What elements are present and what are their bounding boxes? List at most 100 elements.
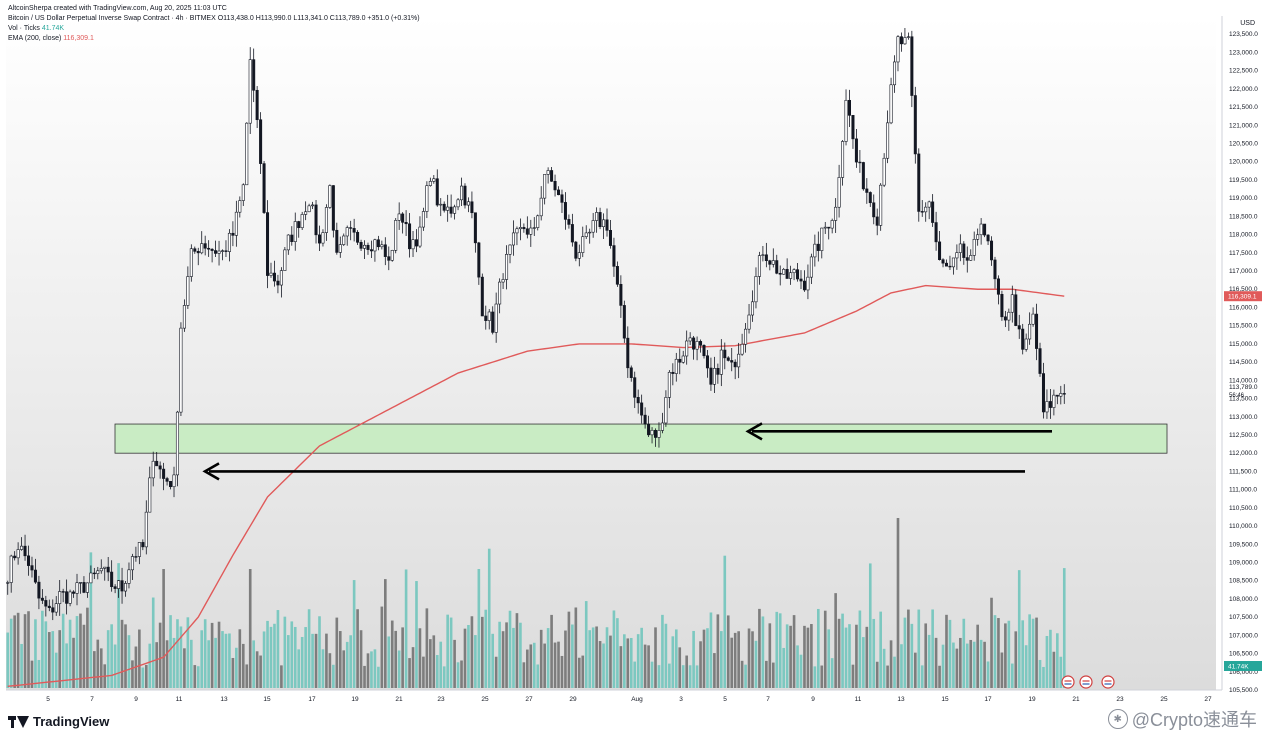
volume-bar xyxy=(965,643,969,688)
tradingview-logo[interactable]: TradingView xyxy=(8,714,109,729)
volume-bar xyxy=(210,622,214,688)
price-tag-bg xyxy=(1224,291,1262,302)
candle-body xyxy=(196,251,200,254)
price-tick-label: 113,500.0 xyxy=(1229,396,1258,403)
candle-body xyxy=(782,269,786,275)
support-zone-layer xyxy=(114,423,1168,454)
volume-bar xyxy=(1028,614,1031,688)
price-tick-label: 110,000.0 xyxy=(1229,523,1258,530)
candle-body xyxy=(248,59,252,124)
volume-bar xyxy=(44,621,48,688)
volume-bar xyxy=(432,635,436,688)
candle-body xyxy=(466,201,470,206)
candle-body xyxy=(1010,294,1014,313)
candle-body xyxy=(1048,401,1052,408)
candle-body xyxy=(189,248,193,277)
candle-body xyxy=(688,337,692,342)
ema-label: EMA (200, close) xyxy=(8,35,62,42)
candle-body xyxy=(518,227,522,230)
price-tick-label: 107,500.0 xyxy=(1229,614,1258,621)
volume-bar xyxy=(723,555,727,688)
candle-body xyxy=(297,221,301,229)
candle-body xyxy=(768,260,772,265)
volume-bar xyxy=(311,633,314,688)
ema-legend[interactable]: EMA (200, close) 116,309.1 xyxy=(8,34,420,44)
volume-bar xyxy=(681,665,685,688)
volume-bar xyxy=(377,666,380,688)
volume-bar xyxy=(868,563,872,688)
volume-bar xyxy=(598,641,602,688)
candles xyxy=(6,28,1066,621)
volume-bar xyxy=(82,624,86,688)
ema-200-line xyxy=(7,284,1065,688)
support-arrow-long xyxy=(202,462,1025,481)
candle-body xyxy=(345,227,349,237)
volume-bar xyxy=(744,664,747,688)
volume-bar xyxy=(564,630,567,688)
watermark-text: @Crypto速通车 xyxy=(1131,710,1257,730)
candle-body xyxy=(567,219,571,225)
candle-body xyxy=(653,429,658,438)
volume-bar xyxy=(688,665,692,688)
arrow-head xyxy=(202,462,220,481)
volume-bar xyxy=(640,627,643,688)
volume-bar xyxy=(938,665,941,688)
volume-bar xyxy=(415,581,418,688)
price-tick-label: 113,000.0 xyxy=(1229,414,1258,421)
volume-bar xyxy=(740,660,744,688)
candle-body xyxy=(78,582,82,584)
candle-body xyxy=(591,220,595,233)
volume-bar xyxy=(830,658,834,688)
volume-bar xyxy=(113,644,117,688)
volume-bar xyxy=(138,629,141,688)
volume-bar xyxy=(1059,656,1063,688)
volume-bar xyxy=(435,655,439,688)
currency-label[interactable]: USD xyxy=(1240,20,1255,27)
candle-body xyxy=(484,315,488,321)
candle-body xyxy=(1038,348,1042,374)
symbol-title[interactable]: Bitcoin / US Dollar Perpetual Inverse Sw… xyxy=(8,15,216,22)
volume-bar xyxy=(307,609,311,688)
candle-body xyxy=(886,122,890,159)
candle-body xyxy=(401,213,405,223)
candle-body xyxy=(539,197,543,217)
candle-body xyxy=(865,188,869,193)
price-tick-label: 122,000.0 xyxy=(1229,86,1258,93)
volume-bar xyxy=(810,624,813,688)
candle-body xyxy=(570,224,574,243)
candle-body xyxy=(169,481,173,488)
candle-body xyxy=(214,250,218,254)
candle-body xyxy=(317,234,321,244)
candle-body xyxy=(747,314,751,330)
date-tick-label: 15 xyxy=(941,696,949,703)
candle-body xyxy=(397,213,401,221)
candle-body xyxy=(619,283,623,306)
volume-bar xyxy=(1004,623,1007,688)
candle-body xyxy=(498,281,502,305)
volume-bar xyxy=(1021,620,1025,688)
candle-body xyxy=(737,353,741,368)
volume-legend[interactable]: Vol · Ticks 41.74K xyxy=(8,24,420,34)
candle-body xyxy=(165,478,169,482)
volume-bar xyxy=(290,621,294,688)
candle-body xyxy=(872,202,876,218)
volume-bar xyxy=(792,615,796,688)
volume-bar xyxy=(359,630,363,688)
candle-body xyxy=(40,597,44,601)
candle-body xyxy=(252,59,256,91)
candle-body xyxy=(775,260,779,274)
price-tick-label: 116,500.0 xyxy=(1229,286,1258,293)
candle-body xyxy=(879,184,883,226)
volume-bar xyxy=(283,616,287,688)
volume-bar xyxy=(235,647,238,688)
volume-bar xyxy=(217,621,221,688)
candle-body xyxy=(428,181,432,186)
volume-bar xyxy=(325,633,328,688)
candle-body xyxy=(30,565,34,571)
volume-bar xyxy=(512,627,515,688)
price-tick-label: 119,000.0 xyxy=(1229,195,1258,202)
volume-bar xyxy=(595,626,598,688)
volume-bar xyxy=(508,610,512,688)
candle-body xyxy=(453,206,457,214)
event-circle xyxy=(1079,675,1093,689)
